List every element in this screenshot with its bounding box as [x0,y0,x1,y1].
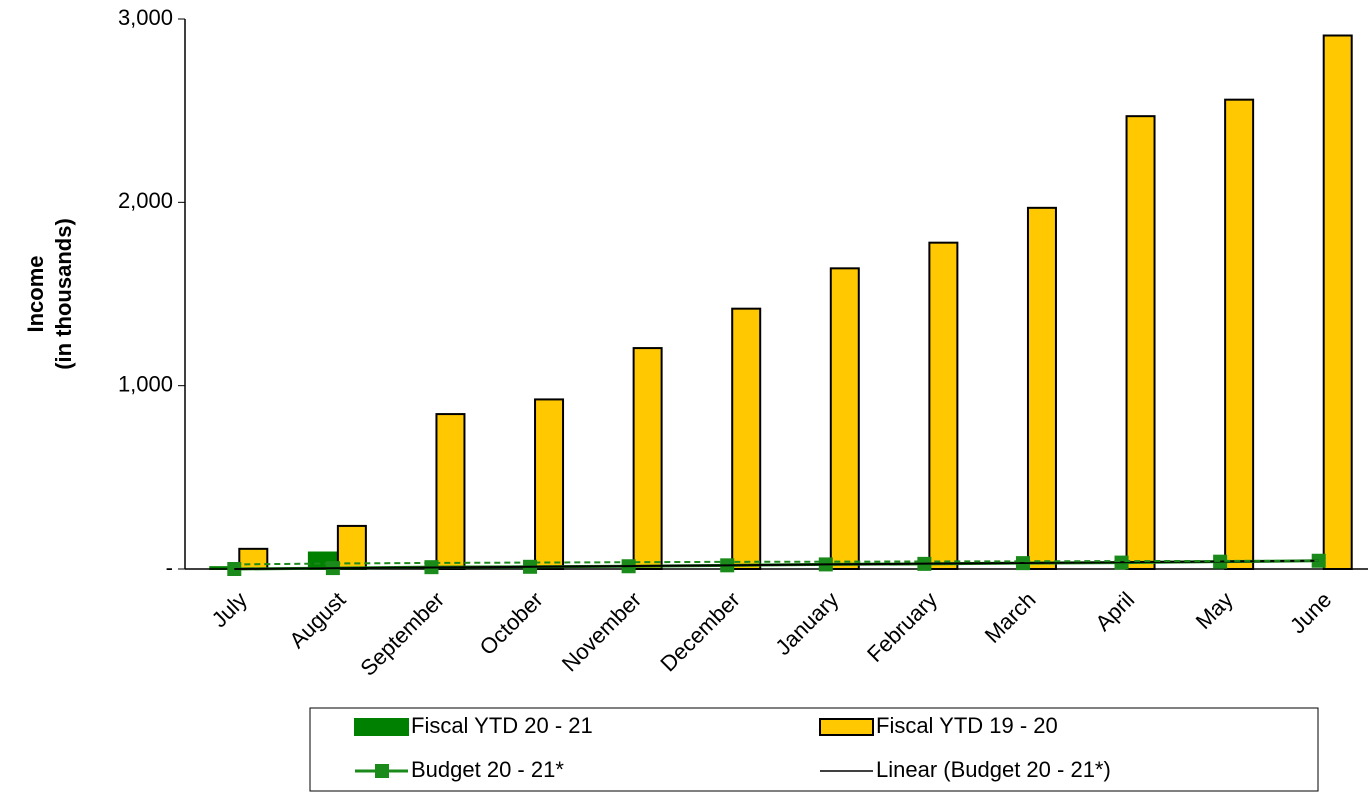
x-tick-label: January [770,587,843,660]
x-tick-label: February [862,587,942,667]
x-tick-label: December [655,587,744,676]
bar [336,524,367,571]
bar [1026,206,1057,570]
x-tick-label: August [284,587,350,653]
legend-label: Budget 20 - 21* [411,757,564,782]
bar [435,413,466,571]
legend-label: Fiscal YTD 19 - 20 [876,713,1058,738]
line [234,559,1319,570]
bar [534,398,565,570]
bar [1125,115,1156,571]
x-tick-label: May [1191,587,1238,634]
bar [632,347,663,571]
x-tick-label: March [980,587,1041,648]
legend-marker [375,764,389,778]
x-tick-label: November [557,587,646,676]
bar [928,241,959,571]
x-tick-label: October [475,587,548,660]
bar [829,267,860,570]
x-tick-label: September [355,587,449,681]
y-tick-label: 3,000 [118,5,173,30]
legend-label: Linear (Budget 20 - 21*) [876,757,1111,782]
x-tick-label: June [1285,587,1336,638]
y-tick-label: 1,000 [118,371,173,396]
x-tick-label: April [1090,587,1139,636]
bar [731,307,762,570]
y-axis-label: Income (in thousands) [23,218,76,370]
y-tick-label: - [166,555,173,580]
y-axis-label-line: Income [23,255,48,332]
legend-swatch [819,718,874,736]
y-tick-label: 2,000 [118,188,173,213]
x-tick-label: July [207,587,252,632]
bar [1322,34,1353,570]
bar [1224,98,1255,571]
bar [238,547,269,570]
legend-swatch [354,718,409,736]
y-axis-label-line: (in thousands) [51,218,76,370]
legend-box [309,707,1319,792]
dashed-line [234,559,1319,566]
legend-label: Fiscal YTD 20 - 21 [411,713,593,738]
